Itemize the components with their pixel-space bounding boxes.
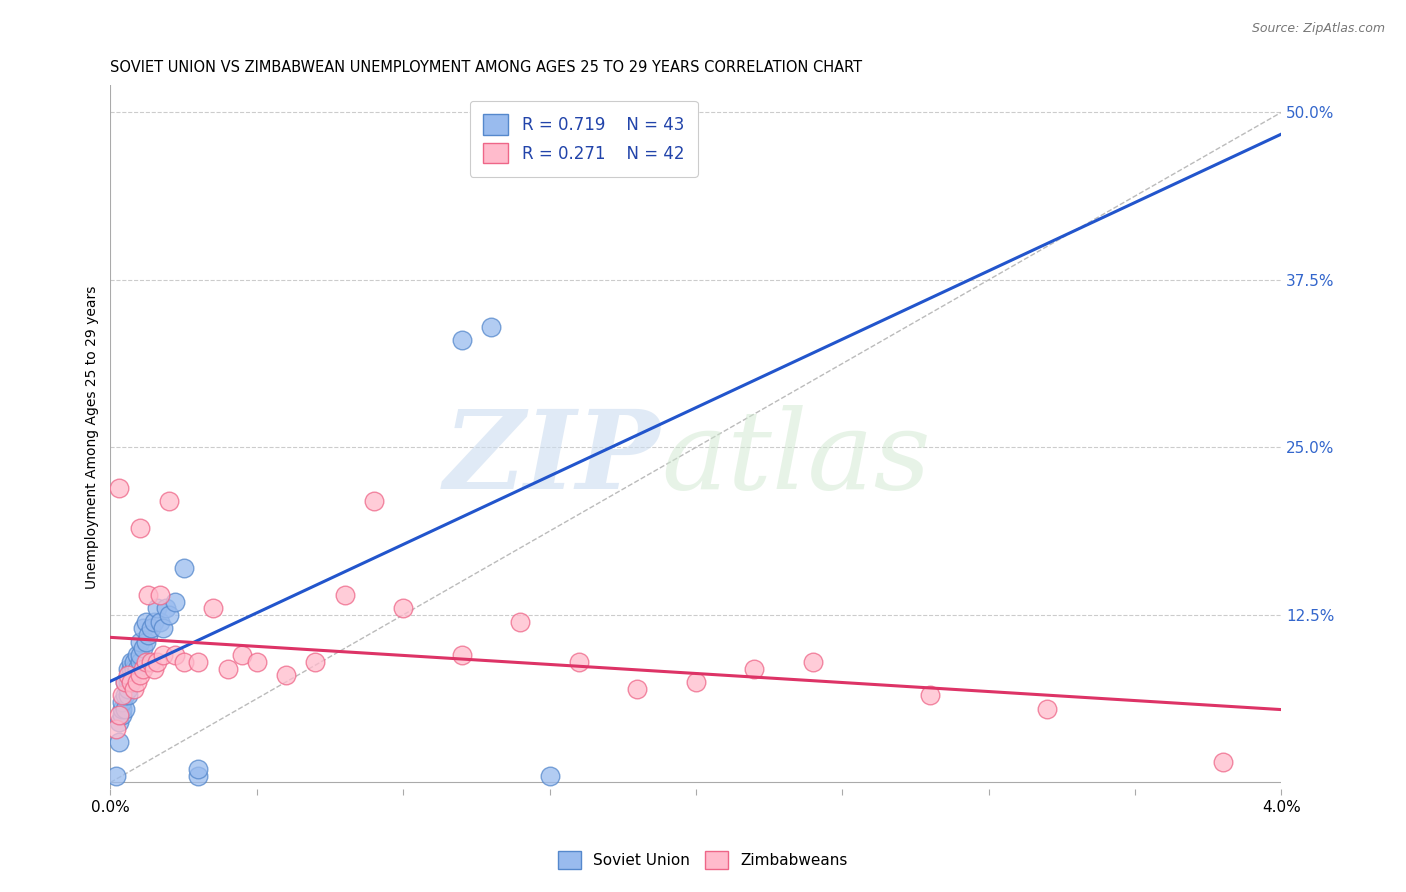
Point <box>152 621 174 635</box>
Point <box>163 648 186 662</box>
Point <box>450 333 472 347</box>
Point <box>333 588 356 602</box>
Point <box>111 702 134 716</box>
Point <box>187 655 209 669</box>
Point <box>128 521 150 535</box>
Point <box>363 494 385 508</box>
Point <box>135 655 157 669</box>
Point <box>304 655 326 669</box>
Point <box>128 668 150 682</box>
Point <box>114 674 136 689</box>
Point <box>125 674 148 689</box>
Point <box>141 655 163 669</box>
Point <box>108 715 131 730</box>
Point <box>105 722 128 736</box>
Y-axis label: Unemployment Among Ages 25 to 29 years: Unemployment Among Ages 25 to 29 years <box>86 285 100 589</box>
Point <box>117 681 139 696</box>
Point <box>163 594 186 608</box>
Point <box>135 634 157 648</box>
Point <box>187 762 209 776</box>
Point <box>108 708 131 723</box>
Point <box>143 615 166 629</box>
Point <box>538 769 561 783</box>
Point <box>131 641 153 656</box>
Point <box>246 655 269 669</box>
Point <box>114 702 136 716</box>
Point <box>479 319 502 334</box>
Point <box>626 681 648 696</box>
Point <box>128 648 150 662</box>
Point <box>117 674 139 689</box>
Point <box>120 655 142 669</box>
Point <box>120 674 142 689</box>
Point <box>392 601 415 615</box>
Point <box>125 648 148 662</box>
Point <box>120 674 142 689</box>
Point <box>231 648 253 662</box>
Point <box>149 588 172 602</box>
Text: ZIP: ZIP <box>444 405 661 512</box>
Point <box>149 615 172 629</box>
Point <box>568 655 591 669</box>
Point <box>125 661 148 675</box>
Point <box>1212 756 1234 770</box>
Point <box>108 481 131 495</box>
Point <box>801 655 824 669</box>
Point <box>138 588 160 602</box>
Text: SOVIET UNION VS ZIMBABWEAN UNEMPLOYMENT AMONG AGES 25 TO 29 YEARS CORRELATION CH: SOVIET UNION VS ZIMBABWEAN UNEMPLOYMENT … <box>111 60 862 75</box>
Point <box>105 769 128 783</box>
Point <box>187 769 209 783</box>
Point <box>201 601 224 615</box>
Point <box>117 689 139 703</box>
Point <box>128 634 150 648</box>
Point <box>143 661 166 675</box>
Point <box>173 655 195 669</box>
Point <box>122 655 145 669</box>
Point <box>450 648 472 662</box>
Point <box>509 615 531 629</box>
Point <box>155 601 177 615</box>
Point <box>135 615 157 629</box>
Point <box>685 674 707 689</box>
Point <box>114 689 136 703</box>
Point <box>108 735 131 749</box>
Point <box>128 655 150 669</box>
Point <box>146 655 169 669</box>
Point <box>173 561 195 575</box>
Point <box>920 689 942 703</box>
Point <box>120 668 142 682</box>
Point <box>217 661 239 675</box>
Point <box>146 601 169 615</box>
Point <box>152 648 174 662</box>
Text: atlas: atlas <box>661 405 931 512</box>
Point <box>157 494 180 508</box>
Point <box>131 621 153 635</box>
Point <box>117 668 139 682</box>
Legend: Soviet Union, Zimbabweans: Soviet Union, Zimbabweans <box>553 845 853 875</box>
Point <box>141 621 163 635</box>
Point <box>157 607 180 622</box>
Point <box>111 708 134 723</box>
Point <box>117 661 139 675</box>
Point <box>138 628 160 642</box>
Point <box>120 661 142 675</box>
Point <box>744 661 766 675</box>
Point <box>114 674 136 689</box>
Point <box>111 689 134 703</box>
Text: Source: ZipAtlas.com: Source: ZipAtlas.com <box>1251 22 1385 36</box>
Point <box>122 681 145 696</box>
Point <box>111 695 134 709</box>
Legend: R = 0.719    N = 43, R = 0.271    N = 42: R = 0.719 N = 43, R = 0.271 N = 42 <box>470 101 697 177</box>
Point <box>122 661 145 675</box>
Point <box>131 661 153 675</box>
Point <box>1036 702 1059 716</box>
Point <box>274 668 297 682</box>
